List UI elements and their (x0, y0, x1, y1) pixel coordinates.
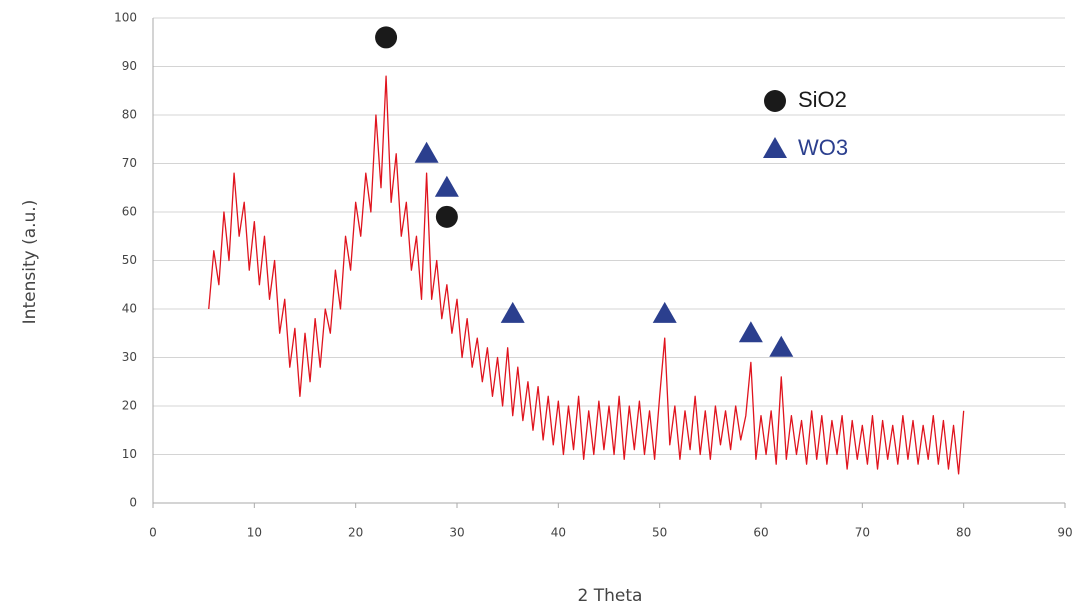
x-axis-title: 2 Theta (578, 586, 643, 606)
data-line (209, 76, 964, 474)
x-tick-label: 80 (956, 526, 971, 540)
x-tick-label: 90 (1057, 526, 1072, 540)
x-tick-label: 20 (348, 526, 363, 540)
chart: 2 Theta Intensity (a.u.) 0 10 20 30 40 50 60 70… (0, 0, 1080, 608)
y-tick-label: 50 (122, 253, 137, 267)
y-tick-label: 90 (122, 59, 137, 73)
y-axis-title: Intensity (a.u.) (20, 200, 40, 325)
legend-label: SiO2 (798, 87, 847, 112)
y-tick-label: 10 (122, 447, 137, 461)
phase-marker (415, 142, 439, 163)
phase-marker (375, 26, 397, 48)
page: 2 Theta Intensity (a.u.) 0 10 20 30 40 50 60 70… (0, 0, 1080, 612)
phase-marker (769, 336, 793, 357)
phase-marker (739, 321, 763, 342)
phase-marker (435, 176, 459, 197)
x-tick-label: 30 (449, 526, 464, 540)
phase-marker (653, 302, 677, 323)
x-tick-label: 10 (247, 526, 262, 540)
y-tick-label: 20 (122, 399, 137, 413)
y-tick-label: 30 (122, 350, 137, 364)
legend-symbol (763, 137, 787, 158)
x-tick-label: 60 (753, 526, 768, 540)
phase-marker (501, 302, 525, 323)
legend-symbol (764, 90, 786, 112)
legend-label: WO3 (798, 135, 848, 160)
x-tick-label: 0 (149, 526, 157, 540)
x-tick-label: 70 (855, 526, 870, 540)
y-tick-label: 100 (114, 11, 137, 25)
y-tick-label: 60 (122, 205, 137, 219)
x-tick-label: 50 (652, 526, 667, 540)
phase-marker (436, 206, 458, 228)
y-tick-label: 70 (122, 156, 137, 170)
x-tick-label: 40 (551, 526, 566, 540)
y-tick-label: 80 (122, 108, 137, 122)
y-tick-label: 40 (122, 302, 137, 316)
y-tick-label: 0 (129, 496, 137, 510)
